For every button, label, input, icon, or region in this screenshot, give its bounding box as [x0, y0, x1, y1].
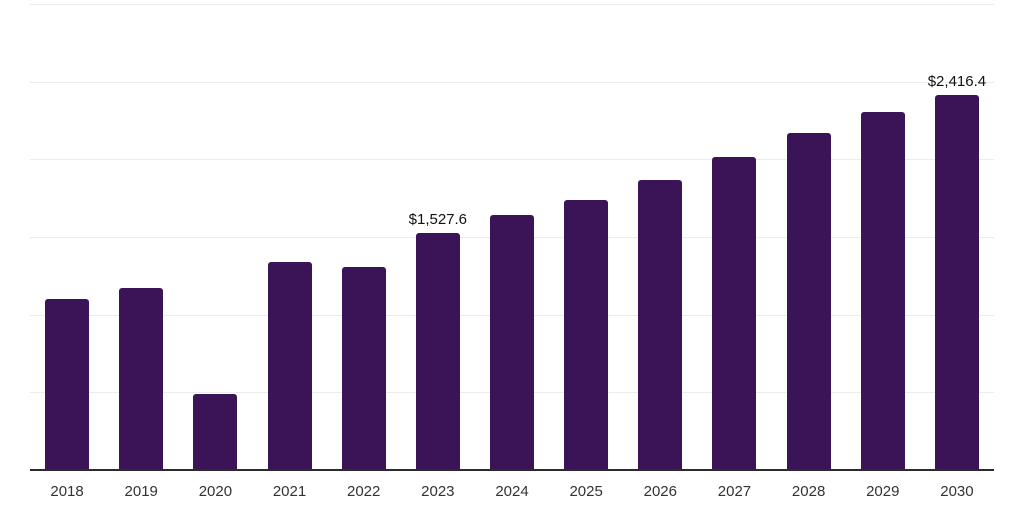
- gridline-3000: [30, 4, 994, 5]
- bar-2027[interactable]: [712, 157, 757, 470]
- x-axis-label-2023: 2023: [421, 483, 455, 500]
- plot-area: $1,527.6 $2,416.4: [30, 4, 994, 471]
- x-axis-label-2024: 2024: [495, 483, 529, 500]
- bar-2019[interactable]: [119, 287, 164, 470]
- bar-2024[interactable]: [490, 215, 534, 470]
- x-axis-label-2025: 2025: [569, 483, 603, 500]
- x-axis-label-2020: 2020: [198, 483, 233, 500]
- x-axis-label-2030: 2030: [940, 483, 974, 500]
- x-axis-label-2029: 2029: [866, 483, 900, 500]
- gridline-2500: [30, 81, 994, 83]
- bar-2023[interactable]: [415, 232, 460, 470]
- data-label-2023: $1,527.6: [408, 210, 468, 228]
- gridline-2000: [30, 159, 994, 161]
- bar-2020[interactable]: [193, 393, 238, 470]
- bar-2030[interactable]: [934, 94, 979, 470]
- x-axis-label-2018: 2018: [50, 483, 84, 500]
- bar-2022[interactable]: [341, 267, 386, 470]
- bar-2026[interactable]: [638, 179, 683, 470]
- x-axis-label-2019: 2019: [124, 483, 158, 500]
- x-axis-label-2028: 2028: [791, 483, 826, 500]
- x-axis-label-2021: 2021: [272, 483, 307, 500]
- bar-2028[interactable]: [786, 132, 831, 470]
- x-axis-line: [30, 469, 994, 471]
- x-axis-label-2022: 2022: [347, 483, 381, 500]
- x-axis-label-2026: 2026: [643, 483, 677, 500]
- x-axis-labels: 2018 2019 2020 2021 2022 2023 2024 2025 2026 2027…: [0, 483, 1024, 505]
- data-label-2030: $2,416.4: [927, 72, 987, 90]
- bar-2021[interactable]: [267, 261, 312, 470]
- bar-2029[interactable]: [860, 111, 905, 470]
- x-axis-label-2027: 2027: [717, 483, 752, 500]
- bar-2018[interactable]: [45, 299, 90, 470]
- bar-2025[interactable]: [564, 199, 609, 470]
